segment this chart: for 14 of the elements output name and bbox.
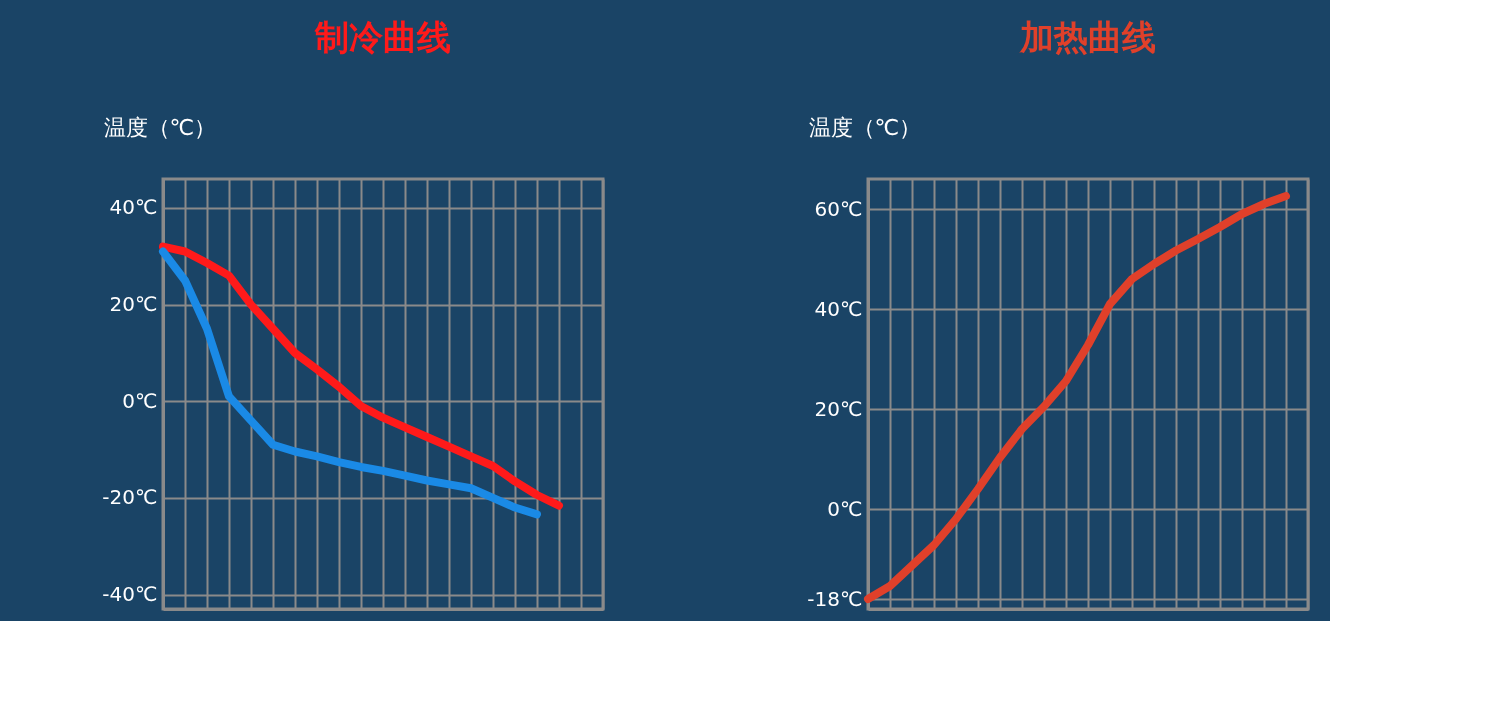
y-tick-label: 40℃: [109, 195, 158, 220]
y-tick-label: 20℃: [814, 396, 863, 421]
y-tick-label: 20℃: [109, 292, 158, 317]
y-tick-label: -20℃: [102, 485, 158, 510]
y-tick-label: 60℃: [814, 196, 863, 221]
chart-title: 加热曲线: [1019, 17, 1156, 57]
y-tick-label: -40℃: [102, 582, 158, 607]
y-axis-title: 温度（℃）: [103, 114, 217, 140]
y-axis-title: 温度（℃）: [808, 114, 922, 140]
y-tick-label: 40℃: [814, 296, 863, 321]
y-tick-label: 0℃: [122, 388, 158, 413]
chart-title: 制冷曲线: [314, 17, 451, 57]
y-tick-label: 0℃: [827, 496, 863, 521]
y-tick-label: -18℃: [807, 586, 863, 611]
